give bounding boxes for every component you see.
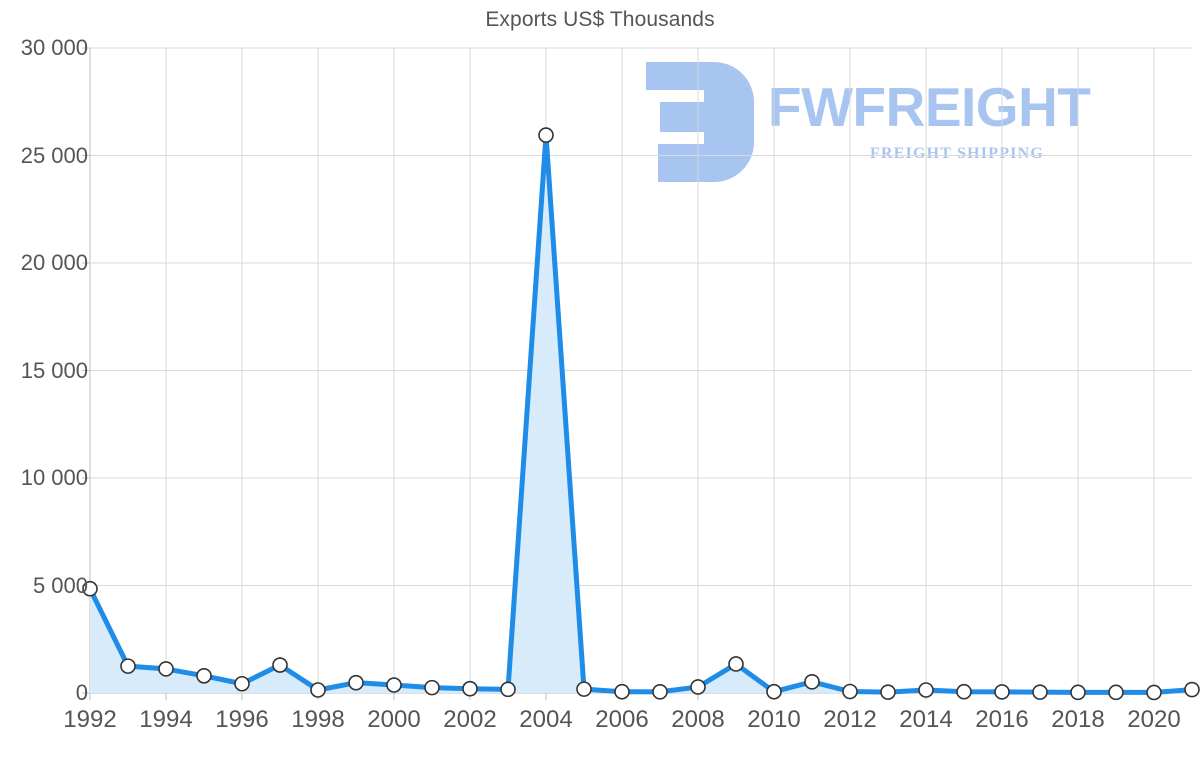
data-point-marker[interactable] [1146,684,1162,701]
series-area [90,135,1192,693]
data-point-marker[interactable] [462,680,478,697]
data-point-marker[interactable] [310,682,326,698]
data-point-marker[interactable] [500,681,516,698]
data-point-marker[interactable] [272,657,288,673]
data-point-marker[interactable] [766,683,782,700]
data-point-marker[interactable] [728,656,744,672]
data-point-marker[interactable] [690,679,706,695]
area-fill [90,135,1192,693]
y-axis-tick-label: 10 000 [20,465,88,490]
x-axis-tick-label: 2014 [899,706,953,733]
chart-title: Exports US$ Thousands [485,8,715,31]
data-line [87,132,1195,695]
x-axis-tick-label: 1998 [291,706,345,733]
x-axis-tick-label: 2006 [595,706,649,733]
data-point-marker[interactable] [1184,681,1200,698]
data-point-marker[interactable] [348,674,364,691]
data-point-marker[interactable] [424,679,440,696]
data-point-marker[interactable] [538,127,554,143]
data-point-marker[interactable] [804,674,820,690]
x-axis-tick-label: 1992 [63,706,117,733]
y-axis-tick-label: 15 000 [20,357,88,383]
x-axis-tick-label: 2008 [671,706,725,733]
x-axis-tick-label: 2002 [443,706,497,733]
y-axis-tick-label: 20 000 [20,250,88,275]
y-axis-tick-label: 25 000 [20,142,88,168]
y-axis-tick-label: 0 [75,680,88,705]
data-point-marker[interactable] [956,683,972,700]
x-axis-tick-label: 1994 [139,706,193,733]
x-axis-tick-label: 2012 [823,706,877,733]
x-axis-tick-label: 2010 [747,706,801,733]
data-point-marker[interactable] [386,677,402,693]
data-point-marker[interactable] [196,667,212,684]
data-point-marker[interactable] [1108,684,1124,701]
data-point-marker[interactable] [158,661,174,677]
data-point-marker[interactable] [918,682,934,698]
data-point-marker[interactable] [614,683,630,700]
x-axis-tick-label: 2004 [519,706,573,733]
x-axis-tick-label: 2018 [1051,706,1105,733]
y-axis-ticks: 30 000 25 000 20 000 15 000 10 000 5 000 0 [0,0,88,763]
data-point-marker[interactable] [880,684,896,700]
x-axis-tick-label: 2016 [975,706,1029,733]
data-point-marker[interactable] [120,658,136,674]
y-axis-tick-label: 5 000 [32,572,88,598]
x-axis-tick-label: 2000 [367,706,421,733]
data-point-marker[interactable] [82,580,98,597]
x-axis-tick-label: 2020 [1127,706,1181,733]
gridlines [82,47,1192,700]
data-point-marker[interactable] [1032,684,1048,700]
data-point-marker[interactable] [842,683,858,700]
data-point-marker[interactable] [1070,684,1086,701]
y-axis-tick-label: 30 000 [20,35,88,60]
data-point-marker[interactable] [576,681,592,697]
x-axis-tick-label: 1996 [215,706,269,733]
data-point-marker[interactable] [652,684,668,700]
data-point-marker[interactable] [234,675,250,692]
data-point-marker[interactable] [994,684,1010,700]
data-markers [82,127,1200,701]
series-line [87,132,1195,695]
